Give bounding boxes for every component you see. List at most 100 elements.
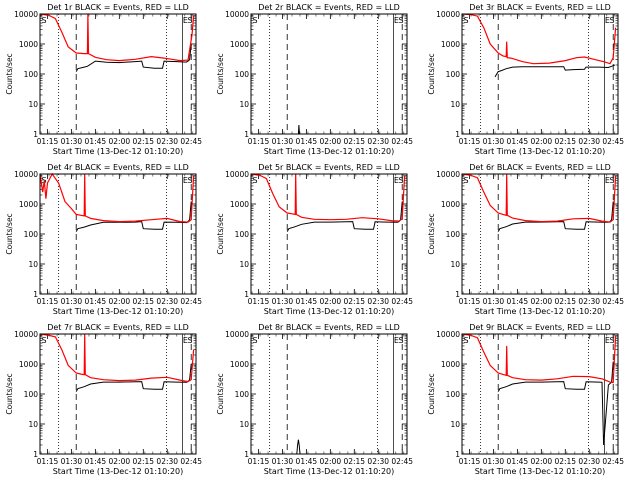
x-tick-label: 01:45	[507, 137, 529, 146]
y-tick-label: 1000	[19, 200, 38, 209]
panel-title: Det 6r BLACK = Events, RED = LLD	[469, 163, 611, 172]
lld-rate-line	[39, 172, 195, 223]
segment-mark-e: E	[394, 336, 399, 345]
y-tick-label: 1000	[230, 40, 249, 49]
x-tick-label: 02:15	[132, 297, 154, 306]
segment-mark-s: S	[463, 176, 468, 185]
x-tick-label: 01:30	[61, 297, 83, 306]
panel-title: Det 5r BLACK = Events, RED = LLD	[258, 163, 400, 172]
events-rate-line	[75, 201, 192, 232]
x-tick-label: 02:45	[180, 297, 202, 306]
x-tick-label: 02:00	[531, 297, 553, 306]
y-tick-label: 10000	[225, 330, 249, 339]
x-axis-label: Start Time (13-Dec-12 01:10:20)	[475, 147, 606, 156]
segment-mark-s: S	[41, 176, 46, 185]
y-axis-label: Counts/sec	[427, 373, 436, 414]
y-tick-label: 10	[28, 100, 38, 109]
segment-mark-s: S	[609, 16, 614, 25]
y-tick-label: 1000	[441, 40, 460, 49]
x-tick-label: 01:15	[37, 297, 59, 306]
y-tick-label: 1000	[19, 360, 38, 369]
segment-mark-e: E	[605, 336, 610, 345]
y-tick-label: 10000	[14, 170, 38, 179]
y-axis-label: Counts/sec	[216, 53, 225, 94]
events-rate-line	[296, 439, 301, 455]
x-tick-label: 01:45	[85, 137, 107, 146]
segment-mark-s: S	[398, 176, 403, 185]
x-tick-label: 01:45	[85, 297, 107, 306]
lld-rate-line	[250, 173, 406, 222]
chart-panel: Det 1r BLACK = Events, RED = LLD 1 10 100 10…	[5, 3, 202, 156]
x-tick-label: 02:45	[602, 137, 624, 146]
panel-title: Det 4r BLACK = Events, RED = LLD	[47, 163, 189, 172]
x-tick-label: 01:30	[483, 137, 505, 146]
plot-frame	[39, 13, 197, 135]
y-tick-label: 1	[33, 290, 38, 299]
segment-mark-s: S	[463, 16, 468, 25]
x-tick-label: 01:45	[296, 457, 318, 466]
y-tick-label: 10	[239, 260, 249, 269]
x-tick-label: 02:30	[578, 297, 600, 306]
x-tick-label: 02:15	[343, 137, 365, 146]
chart-panel: Det 5r BLACK = Events, RED = LLD 1 10 100 10…	[216, 163, 413, 316]
y-axis-label: Counts/sec	[5, 373, 14, 414]
y-tick-label: 10	[239, 420, 249, 429]
y-tick-label: 10000	[14, 330, 38, 339]
segment-mark-s: S	[609, 176, 614, 185]
x-tick-label: 02:45	[180, 457, 202, 466]
panel-title: Det 1r BLACK = Events, RED = LLD	[47, 3, 189, 12]
x-tick-label: 01:15	[459, 457, 481, 466]
events-rate-line	[75, 363, 192, 392]
segment-mark-e: E	[394, 16, 399, 25]
segment-mark-s: S	[187, 336, 192, 345]
y-axis-label: Counts/sec	[5, 213, 14, 254]
segment-mark-s: S	[187, 176, 192, 185]
x-tick-label: 01:30	[483, 297, 505, 306]
x-tick-label: 02:00	[320, 297, 342, 306]
y-axis-label: Counts/sec	[216, 373, 225, 414]
y-tick-label: 1	[33, 450, 38, 459]
y-tick-label: 1000	[19, 40, 38, 49]
y-tick-label: 100	[24, 230, 39, 239]
chart-panel: Det 9r BLACK = Events, RED = LLD 1 10 100 10…	[427, 323, 624, 476]
y-tick-label: 100	[235, 230, 250, 239]
x-axis-label: Start Time (13-Dec-12 01:10:20)	[53, 467, 184, 476]
segment-mark-e: E	[183, 336, 188, 345]
lld-rate-line	[461, 173, 617, 223]
y-tick-label: 10	[28, 420, 38, 429]
x-tick-label: 02:45	[602, 297, 624, 306]
x-axis-label: Start Time (13-Dec-12 01:10:20)	[475, 307, 606, 316]
events-rate-line	[286, 201, 403, 232]
segment-mark-s: S	[252, 176, 257, 185]
x-axis-label: Start Time (13-Dec-12 01:10:20)	[53, 307, 184, 316]
x-tick-label: 02:30	[367, 457, 389, 466]
x-tick-label: 02:00	[109, 137, 131, 146]
y-axis-label: Counts/sec	[216, 213, 225, 254]
events-rate-line	[497, 201, 614, 232]
y-tick-label: 100	[24, 70, 39, 79]
x-tick-label: 01:15	[248, 457, 270, 466]
plot-frame	[250, 333, 408, 455]
y-tick-label: 100	[24, 390, 39, 399]
x-tick-label: 01:45	[507, 457, 529, 466]
panel-title: Det 7r BLACK = Events, RED = LLD	[47, 323, 189, 332]
x-tick-label: 02:15	[554, 297, 576, 306]
plot-frame	[461, 173, 619, 295]
y-tick-label: 100	[446, 230, 461, 239]
segment-mark-s: S	[609, 336, 614, 345]
x-tick-label: 02:00	[320, 137, 342, 146]
y-tick-label: 1000	[230, 200, 249, 209]
y-tick-label: 1000	[441, 200, 460, 209]
y-tick-label: 1	[455, 130, 460, 139]
segment-mark-e: E	[394, 176, 399, 185]
segment-mark-s: S	[252, 16, 257, 25]
chart-panel: Det 2r BLACK = Events, RED = LLD 1 10 100 10…	[216, 3, 413, 156]
chart-panel: Det 4r BLACK = Events, RED = LLD 1 10 100 10…	[5, 163, 202, 316]
x-tick-label: 02:15	[343, 457, 365, 466]
x-tick-label: 02:15	[132, 137, 154, 146]
lld-rate-line	[461, 13, 617, 65]
y-tick-label: 100	[235, 70, 250, 79]
x-tick-label: 02:45	[180, 137, 202, 146]
x-tick-label: 01:15	[37, 137, 59, 146]
